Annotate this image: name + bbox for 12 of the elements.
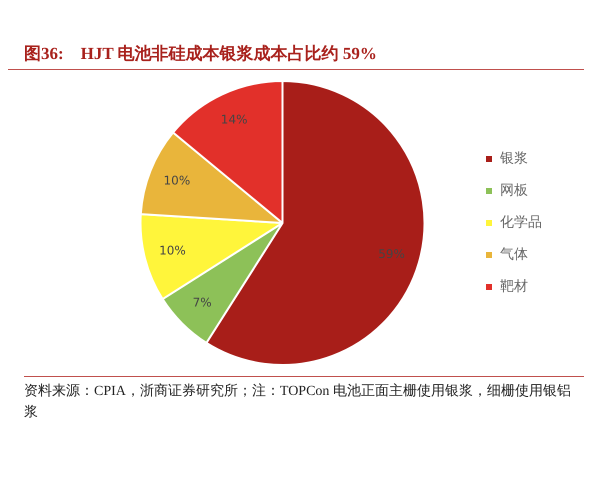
legend-label: 靶材 [500, 278, 528, 295]
legend-label: 网板 [500, 182, 528, 199]
data-label: 10% [159, 243, 186, 258]
legend-label: 化学品 [500, 214, 542, 231]
data-label: 14% [220, 112, 248, 126]
legend-label: 气体 [500, 246, 528, 263]
data-label: 59% [378, 246, 405, 261]
data-label: 7% [192, 295, 212, 310]
legend-label: 银浆 [499, 150, 528, 167]
data-label: 10% [164, 173, 190, 188]
text: 资料来源：CPIA，浙商证券研究所；注：TOPCon 电池正面主栅使用银浆，细栅使用银铝浆 [24, 382, 572, 422]
chart-title: 图36: HJT 电池非硅成本银浆成本占比约 59% [8, 42, 584, 70]
